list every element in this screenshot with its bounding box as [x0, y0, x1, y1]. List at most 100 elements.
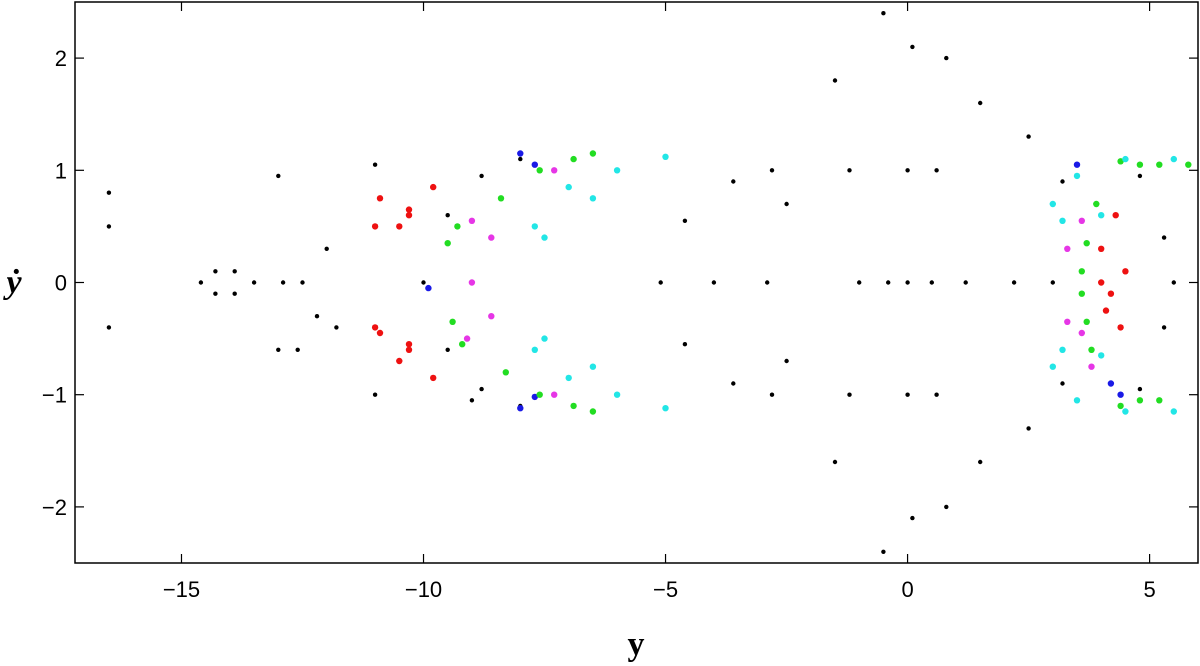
- point-magenta-7: [1078, 217, 1086, 224]
- point-green-2: [449, 318, 456, 325]
- point-cyan-23: [1059, 346, 1066, 353]
- point-black-1: [213, 269, 218, 274]
- point-black-4: [232, 291, 237, 296]
- point-cyan-0: [531, 223, 538, 230]
- point-red-7: [405, 346, 413, 353]
- point-black-38: [934, 168, 939, 173]
- point-black-65: [295, 347, 300, 352]
- point-red-17: [1098, 279, 1105, 286]
- point-cyan-14: [1122, 155, 1129, 163]
- point-black-33: [905, 168, 910, 173]
- point-black-8: [479, 173, 484, 179]
- point-black-24: [832, 78, 838, 83]
- point-black-59: [106, 224, 112, 229]
- x-tick-label-2: −5: [653, 577, 678, 602]
- point-black-44: [978, 459, 983, 465]
- y-tick-label-1: −1: [42, 383, 67, 408]
- point-cyan-6: [531, 346, 538, 353]
- point-magenta-6: [551, 391, 558, 398]
- point-blue-1: [517, 150, 524, 157]
- point-red-18: [1107, 290, 1115, 297]
- point-magenta-11: [1088, 363, 1095, 370]
- point-blue-2: [531, 161, 538, 168]
- point-blue-7: [1117, 391, 1124, 398]
- point-green-14: [1078, 290, 1086, 297]
- point-black-47: [1026, 426, 1031, 431]
- point-black-69: [300, 280, 305, 285]
- point-black-57: [276, 173, 281, 179]
- point-red-8: [430, 374, 437, 382]
- point-magenta-5: [551, 167, 558, 174]
- point-green-19: [1136, 161, 1144, 168]
- point-cyan-16: [1098, 212, 1105, 219]
- point-magenta-10: [1064, 318, 1071, 325]
- point-black-15: [731, 179, 736, 184]
- point-blue-0: [425, 284, 432, 292]
- point-black-61: [106, 325, 112, 330]
- data-points-layer: [106, 11, 1192, 554]
- point-black-10: [445, 347, 450, 352]
- point-blue-5: [1073, 161, 1081, 168]
- point-cyan-4: [589, 195, 597, 202]
- point-red-9: [396, 357, 403, 365]
- point-black-32: [910, 44, 915, 50]
- point-cyan-22: [1098, 352, 1105, 359]
- point-black-17: [784, 201, 789, 207]
- point-cyan-3: [662, 153, 669, 160]
- point-black-37: [944, 55, 949, 61]
- point-black-68: [280, 280, 286, 285]
- point-black-43: [963, 280, 968, 285]
- point-black-45: [1026, 134, 1031, 139]
- point-black-62: [276, 347, 281, 352]
- point-black-30: [881, 11, 886, 16]
- point-black-29: [881, 549, 886, 554]
- point-red-4: [371, 223, 379, 230]
- point-green-5: [502, 369, 509, 376]
- point-cyan-10: [589, 363, 597, 370]
- point-green-11: [589, 408, 597, 415]
- point-black-41: [944, 504, 949, 510]
- point-red-16: [1102, 307, 1110, 314]
- point-black-66: [314, 314, 320, 319]
- point-green-17: [1093, 200, 1100, 208]
- point-black-50: [1060, 381, 1065, 386]
- point-blue-4: [531, 393, 538, 401]
- point-green-23: [1136, 397, 1144, 404]
- point-red-11: [405, 341, 413, 348]
- point-red-3: [396, 223, 403, 230]
- point-cyan-13: [1073, 172, 1081, 180]
- point-green-16: [1088, 346, 1095, 353]
- point-green-22: [1117, 402, 1124, 410]
- point-cyan-15: [1170, 155, 1178, 163]
- point-black-18: [765, 280, 770, 285]
- point-cyan-7: [565, 374, 572, 382]
- point-cyan-19: [1073, 397, 1081, 404]
- point-black-16: [769, 168, 775, 173]
- point-cyan-17: [1059, 217, 1066, 224]
- point-magenta-4: [488, 313, 495, 320]
- point-green-3: [459, 341, 466, 348]
- point-black-9: [518, 156, 523, 162]
- point-black-6: [421, 280, 426, 285]
- point-cyan-21: [1170, 408, 1178, 415]
- point-magenta-1: [468, 279, 476, 286]
- point-green-0: [444, 240, 451, 247]
- point-red-10: [371, 324, 379, 331]
- point-cyan-5: [541, 234, 548, 241]
- y-axis-title: ẏ: [2, 264, 22, 301]
- y-tick-label-4: 2: [55, 46, 67, 71]
- y-tick-label-0: −2: [42, 495, 67, 520]
- point-cyan-2: [613, 167, 621, 174]
- y-tick-label-2: 0: [55, 271, 67, 296]
- point-red-5: [405, 212, 413, 219]
- x-tick-label-0: −15: [163, 577, 200, 602]
- point-green-21: [1185, 161, 1192, 168]
- point-magenta-2: [463, 335, 471, 342]
- point-black-34: [905, 280, 910, 285]
- point-black-64: [469, 398, 475, 403]
- point-cyan-20: [1122, 408, 1129, 415]
- x-tick-label-3: 0: [901, 577, 913, 602]
- point-black-60: [324, 246, 329, 251]
- point-black-54: [1161, 325, 1167, 330]
